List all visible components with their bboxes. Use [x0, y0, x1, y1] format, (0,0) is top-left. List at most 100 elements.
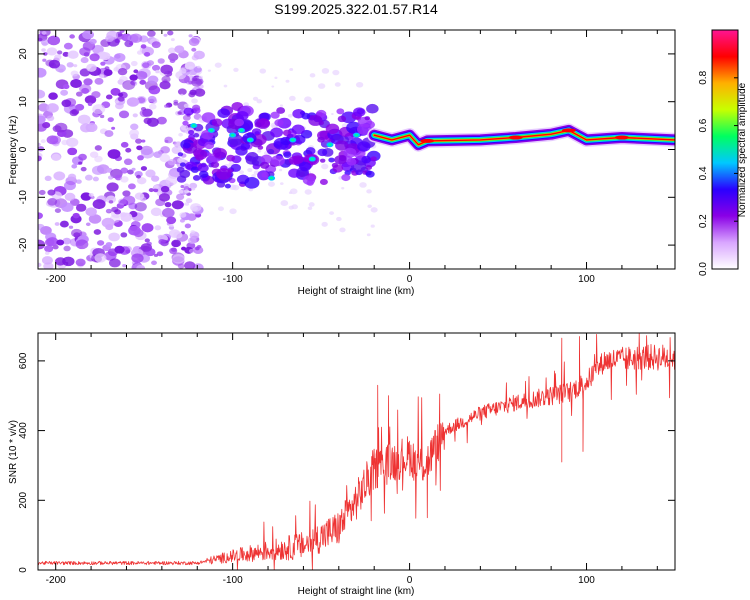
noise-blob — [171, 239, 181, 248]
spectrogram-y-tick-label: 0 — [18, 146, 29, 152]
noise-blob — [143, 51, 151, 57]
noise-blob — [367, 204, 372, 209]
noise-blob — [147, 75, 159, 84]
noise-blob — [164, 201, 172, 208]
signal-blob — [224, 183, 231, 189]
noise-blob — [84, 95, 97, 105]
signal-blob — [270, 155, 285, 167]
noise-blob — [190, 230, 196, 234]
spectrogram-x-tick-label: -100 — [223, 274, 243, 285]
noise-blob — [188, 68, 198, 76]
noise-blob — [106, 182, 119, 192]
noise-blob — [189, 89, 197, 96]
signal-blob — [280, 136, 292, 146]
noise-blob — [88, 214, 102, 224]
noise-blob — [105, 35, 114, 43]
noise-blob — [164, 104, 169, 108]
signal-blob — [192, 107, 201, 114]
noise-blob — [140, 243, 153, 252]
noise-blob — [38, 155, 42, 162]
noise-blob — [184, 223, 192, 229]
signal-core-center — [239, 129, 244, 132]
noise-blob — [317, 83, 326, 89]
noise-blob — [38, 212, 43, 220]
signal-blob — [317, 136, 325, 143]
noise-blob — [304, 189, 312, 195]
signal-blob — [260, 154, 273, 164]
noise-blob — [288, 191, 293, 194]
noise-blob — [339, 227, 346, 233]
noise-blob — [133, 69, 139, 74]
noise-blob — [174, 45, 185, 54]
noise-blob — [44, 175, 52, 182]
noise-blob — [160, 185, 170, 193]
noise-blob — [126, 97, 140, 107]
snr-x-tick-label: -100 — [223, 575, 243, 586]
noise-blob — [80, 57, 89, 64]
noise-blob — [192, 263, 204, 269]
noise-blob — [163, 33, 168, 37]
noise-blob — [191, 54, 199, 61]
noise-blob — [148, 188, 154, 193]
snr-x-tick-label: 100 — [578, 575, 595, 586]
spectrogram-x-label: Height of straight line (km) — [298, 286, 415, 297]
signal-blob — [197, 163, 209, 173]
snr-x-tick-label: 0 — [407, 575, 413, 586]
noise-blob — [257, 149, 262, 153]
noise-blob — [104, 66, 110, 71]
noise-blob — [229, 184, 237, 190]
noise-blob — [147, 95, 157, 103]
noise-blob — [130, 263, 143, 269]
noise-blob — [123, 158, 133, 166]
noise-blob — [86, 63, 97, 72]
noise-blob — [167, 158, 177, 166]
signal-blob — [318, 120, 325, 126]
colorbar-tick-label: 0.4 — [698, 166, 709, 180]
signal-blob — [193, 132, 200, 138]
signal-core-center — [310, 157, 314, 161]
noise-blob — [271, 85, 275, 88]
noise-blob — [94, 77, 104, 85]
noise-blob — [334, 82, 341, 87]
noise-blob — [125, 249, 131, 254]
signal-blob — [305, 147, 316, 155]
noise-blob — [122, 195, 136, 206]
colorbar: 0.0 0.2 0.4 0.6 0.8 Normalized spectral ampl… — [698, 29, 748, 276]
signal-blob — [245, 156, 257, 165]
noise-blob — [289, 67, 294, 71]
noise-blob — [48, 92, 58, 100]
noise-blob — [183, 103, 190, 109]
noise-blob — [111, 206, 119, 213]
noise-blob — [128, 183, 136, 190]
signal-blob — [336, 108, 345, 115]
noise-blob — [341, 187, 345, 190]
signal-blob — [317, 148, 328, 157]
noise-blob — [184, 202, 190, 206]
noise-blob — [155, 69, 160, 74]
noise-blob — [59, 220, 69, 228]
noise-blob — [251, 174, 256, 178]
noise-blob — [92, 199, 106, 210]
noise-blob — [38, 223, 45, 231]
noise-blob — [72, 212, 80, 219]
spectrogram-y-label: Frequency (Hz) — [8, 116, 19, 185]
noise-blob — [75, 179, 82, 184]
noise-blob — [69, 109, 79, 117]
signal-core-center — [248, 138, 252, 142]
noise-blob — [148, 103, 157, 110]
noise-blob — [79, 83, 92, 94]
noise-blob — [259, 68, 267, 74]
noise-blob — [100, 61, 106, 66]
signal-blob — [338, 154, 347, 161]
noise-blob — [46, 103, 59, 113]
noise-blob — [179, 68, 187, 74]
noise-blob — [135, 138, 142, 144]
noise-blob — [120, 141, 129, 148]
noise-blob — [122, 80, 136, 90]
noise-blob — [62, 256, 75, 267]
noise-blob — [92, 104, 106, 115]
noise-blob — [54, 257, 66, 266]
noise-blob — [115, 102, 124, 110]
